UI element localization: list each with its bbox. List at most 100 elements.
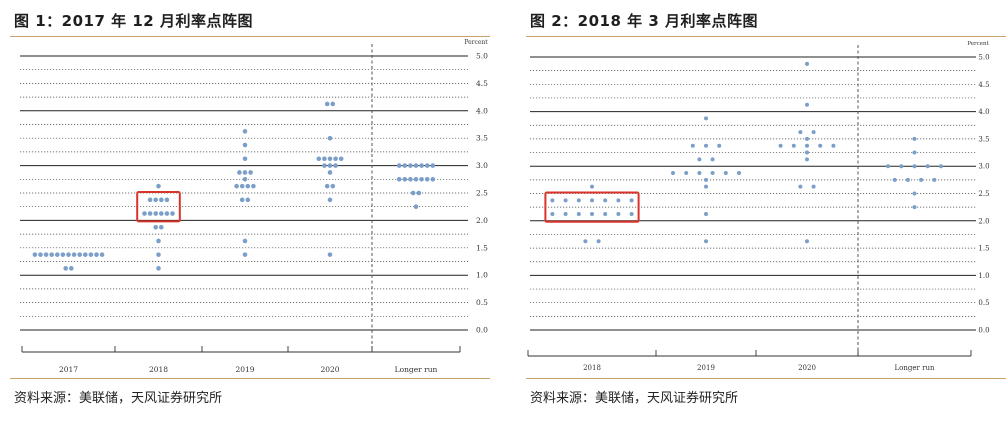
dot xyxy=(629,211,634,216)
dot xyxy=(327,156,333,162)
figure-title: 图 2：2018 年 3 月利率点阵图 xyxy=(530,12,759,30)
dot xyxy=(805,61,809,66)
source-divider xyxy=(526,378,1006,379)
chart-panel-right: 图 2：2018 年 3 月利率点阵图 0.0 0.5 1.0 1.5 2.0 2.5 3.… xyxy=(516,0,1008,421)
x-category-label: 2020 xyxy=(320,365,339,374)
y-tick-label: 1.0 xyxy=(978,272,989,280)
dot xyxy=(919,177,924,182)
title-divider xyxy=(10,36,490,37)
x-category-label: Longer run xyxy=(395,365,438,374)
dot xyxy=(170,211,175,216)
dot xyxy=(805,157,809,162)
dot xyxy=(596,239,601,244)
dot xyxy=(419,177,424,182)
dot xyxy=(430,177,436,182)
dot xyxy=(704,211,708,216)
dot xyxy=(159,224,164,230)
dot xyxy=(831,143,836,148)
y-tick-label: 4.0 xyxy=(978,108,989,116)
dot xyxy=(248,170,253,175)
dot xyxy=(811,184,816,189)
dot xyxy=(697,171,702,176)
dot xyxy=(153,224,158,230)
dot xyxy=(251,183,256,189)
dot xyxy=(603,211,608,216)
dot xyxy=(811,130,816,135)
dot xyxy=(153,197,158,203)
y-axis-label: Percent xyxy=(464,39,488,46)
dot xyxy=(424,163,430,168)
dot xyxy=(410,190,416,196)
dot xyxy=(912,136,917,141)
dot xyxy=(408,163,413,168)
dot xyxy=(330,101,336,107)
x-category-label: 2018 xyxy=(149,365,168,374)
figure-title: 图 1：2017 年 12 月利率点阵图 xyxy=(14,12,253,30)
y-tick-label: 4.5 xyxy=(476,79,488,88)
dot xyxy=(147,211,153,216)
dot xyxy=(66,252,71,257)
y-tick-label: 0.0 xyxy=(978,327,989,335)
x-category-label: 2019 xyxy=(235,365,254,374)
dot xyxy=(408,177,413,182)
source-note: 资料来源：美联储，天风证券研究所 xyxy=(14,391,223,406)
dot xyxy=(38,252,43,257)
dot xyxy=(88,252,94,257)
dot xyxy=(322,163,327,168)
dot xyxy=(99,252,105,257)
dot xyxy=(805,239,809,244)
y-tick-label: 0.5 xyxy=(978,299,989,307)
dot xyxy=(164,197,170,203)
dot xyxy=(43,252,49,257)
dot xyxy=(886,164,891,169)
dot xyxy=(710,157,715,162)
dot xyxy=(324,183,330,189)
dot xyxy=(563,198,568,203)
y-tick-label: 0.5 xyxy=(476,298,488,307)
dot xyxy=(899,164,904,169)
dot-plot-chart: 0.0 0.5 1.0 1.5 2.0 2.5 3.0 3.5 4.0 4.5 5.0 Percent… xyxy=(20,39,488,374)
dot xyxy=(242,177,248,182)
dot xyxy=(704,143,708,148)
dot xyxy=(912,164,917,169)
dot xyxy=(798,130,803,135)
y-tick-label: 2.5 xyxy=(978,190,989,198)
dot xyxy=(704,239,708,244)
dot xyxy=(671,171,675,176)
dot xyxy=(576,211,581,216)
dot xyxy=(239,183,245,189)
dot xyxy=(55,252,60,257)
dot xyxy=(402,163,408,168)
dot xyxy=(912,205,917,210)
dot xyxy=(684,171,689,176)
dot xyxy=(590,211,594,216)
dot xyxy=(603,198,608,203)
y-tick-label: 3.5 xyxy=(476,134,488,143)
dot xyxy=(242,129,248,134)
dot xyxy=(159,211,164,216)
dot xyxy=(805,143,809,148)
dot xyxy=(550,198,555,203)
dot xyxy=(156,252,161,257)
y-tick-label: 4.0 xyxy=(476,106,488,115)
dot xyxy=(77,252,82,257)
dot xyxy=(156,266,161,271)
dot xyxy=(60,252,66,257)
dot xyxy=(430,163,436,168)
dot xyxy=(932,177,937,182)
y-tick-label: 3.0 xyxy=(476,161,488,170)
dot xyxy=(690,143,695,148)
dot xyxy=(805,136,809,141)
dot xyxy=(324,101,330,107)
x-category-label: 2017 xyxy=(59,365,78,374)
dot xyxy=(164,211,170,216)
dot xyxy=(818,143,823,148)
dot xyxy=(83,252,88,257)
dot xyxy=(153,211,158,216)
dot xyxy=(396,163,402,168)
dot xyxy=(316,156,322,162)
dot xyxy=(778,143,783,148)
y-tick-label: 2.0 xyxy=(476,216,488,225)
dot xyxy=(242,170,248,175)
y-tick-label: 2.0 xyxy=(978,217,989,225)
